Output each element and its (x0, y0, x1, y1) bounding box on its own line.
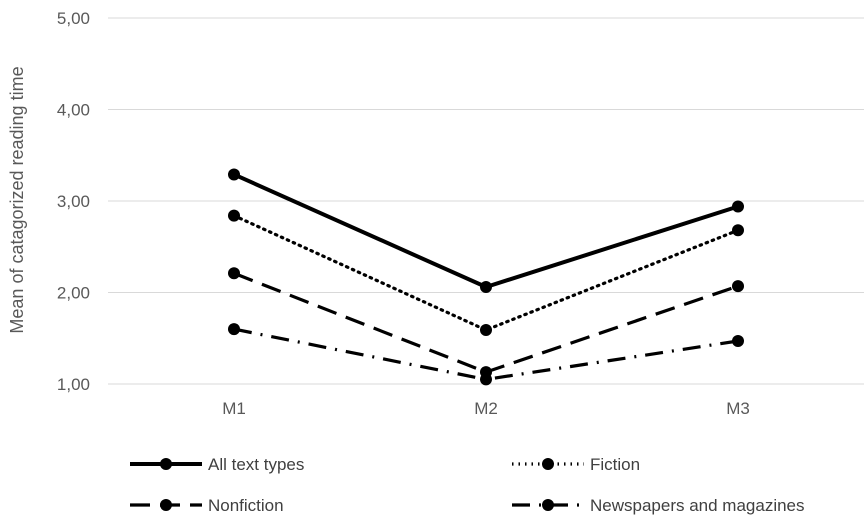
series-line (232, 214, 740, 332)
legend-label: All text types (208, 455, 304, 474)
x-tick-label: M3 (726, 399, 750, 418)
gridlines (108, 17, 864, 385)
legend-label: Fiction (590, 455, 640, 474)
legend-marker (542, 458, 554, 470)
data-point (732, 334, 744, 347)
y-tick-label: 3,00 (57, 192, 90, 211)
x-tick-label: M2 (474, 399, 498, 418)
data-point (228, 267, 240, 280)
y-axis-title: Mean of catagorized reading time (7, 66, 27, 333)
legend-marker (542, 499, 554, 511)
legend: All text types Fiction Nonfiction Newspaper… (130, 455, 805, 515)
x-tick-label: M1 (222, 399, 246, 418)
legend-item: Nonfiction (130, 496, 284, 515)
series-lines (228, 168, 744, 386)
legend-marker (160, 458, 172, 470)
data-point (732, 280, 744, 293)
data-point (228, 209, 240, 222)
data-point (228, 323, 240, 336)
y-axis: 1,00 2,00 3,00 4,00 5,00 (57, 9, 90, 394)
y-tick-label: 1,00 (57, 375, 90, 394)
legend-label: Newspapers and magazines (590, 496, 805, 515)
x-axis: M1 M2 M3 (222, 399, 750, 418)
legend-item: Newspapers and magazines (512, 496, 805, 515)
legend-item: Fiction (512, 455, 640, 474)
data-point (480, 373, 492, 386)
legend-item: All text types (130, 455, 304, 474)
series-line (232, 172, 740, 290)
data-point (480, 281, 492, 294)
data-point (732, 200, 744, 213)
y-tick-label: 4,00 (57, 101, 90, 120)
data-point (480, 324, 492, 337)
legend-label: Nonfiction (208, 496, 284, 515)
data-point (732, 224, 744, 237)
y-tick-label: 2,00 (57, 284, 90, 303)
data-point (228, 168, 240, 181)
y-tick-label: 5,00 (57, 9, 90, 28)
legend-marker (160, 499, 172, 511)
